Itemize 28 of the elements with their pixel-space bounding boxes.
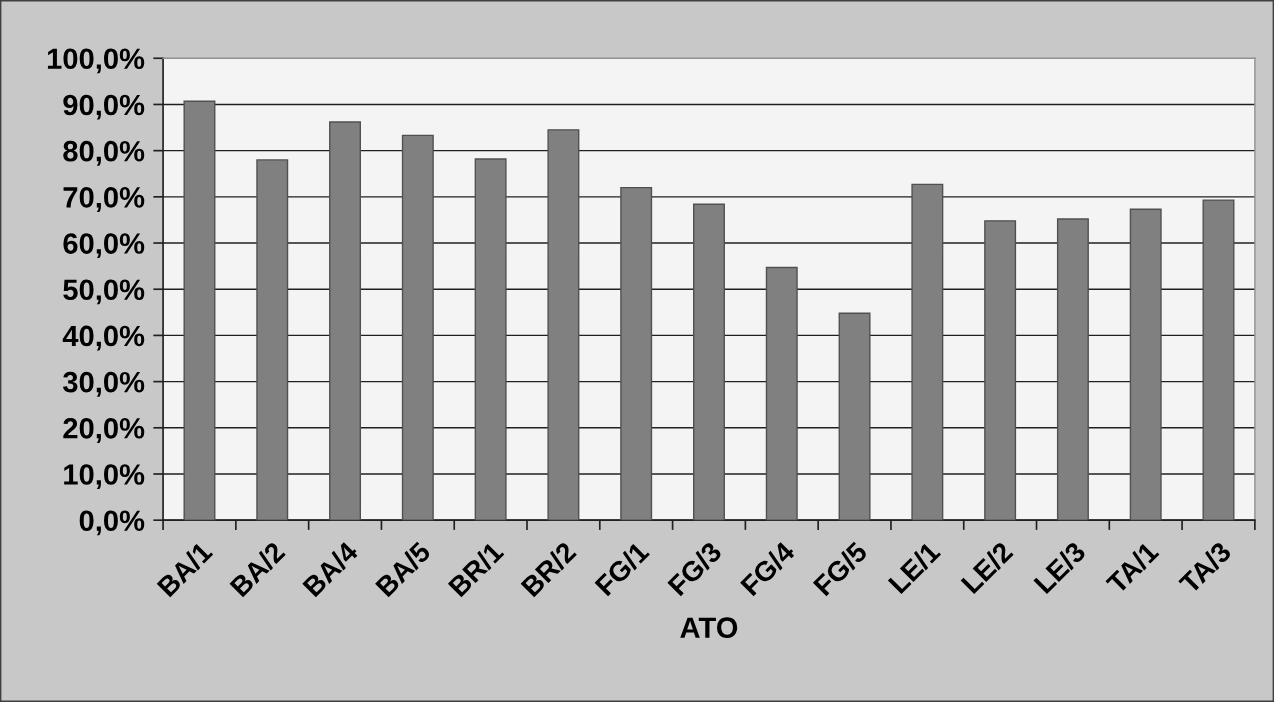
bar: [620, 186, 653, 521]
x-axis-title: ATO: [680, 617, 738, 638]
y-tick-label: 70,0%: [63, 187, 145, 212]
y-tick-label: 80,0%: [63, 140, 145, 166]
y-tick-label: 20,0%: [63, 418, 145, 443]
bar: [547, 129, 580, 521]
y-tick-label: 10,0%: [64, 464, 145, 490]
bar: [256, 159, 289, 521]
bar: [693, 203, 725, 521]
y-tick-label: 30,0%: [62, 371, 145, 397]
bar: [1129, 208, 1162, 521]
y-tick-label: 40,0%: [62, 325, 145, 351]
bar: [838, 312, 871, 521]
bar: [183, 100, 216, 521]
bar: [474, 158, 507, 521]
bar: [911, 183, 944, 521]
x-tick-label: TA/1: [1104, 540, 1160, 596]
y-tick-label: 90,0%: [63, 94, 145, 120]
y-tick-label: 60,0%: [63, 233, 145, 259]
y-tick-label: 100,0%: [47, 48, 145, 74]
bar: [984, 220, 1017, 521]
bar: [765, 266, 798, 521]
bar: [1202, 199, 1235, 521]
bar: [329, 121, 362, 521]
bar: [401, 134, 434, 521]
y-tick-label: 50,0%: [63, 279, 145, 305]
y-tick-label: 0,0%: [79, 510, 145, 536]
bar: [1056, 218, 1089, 521]
